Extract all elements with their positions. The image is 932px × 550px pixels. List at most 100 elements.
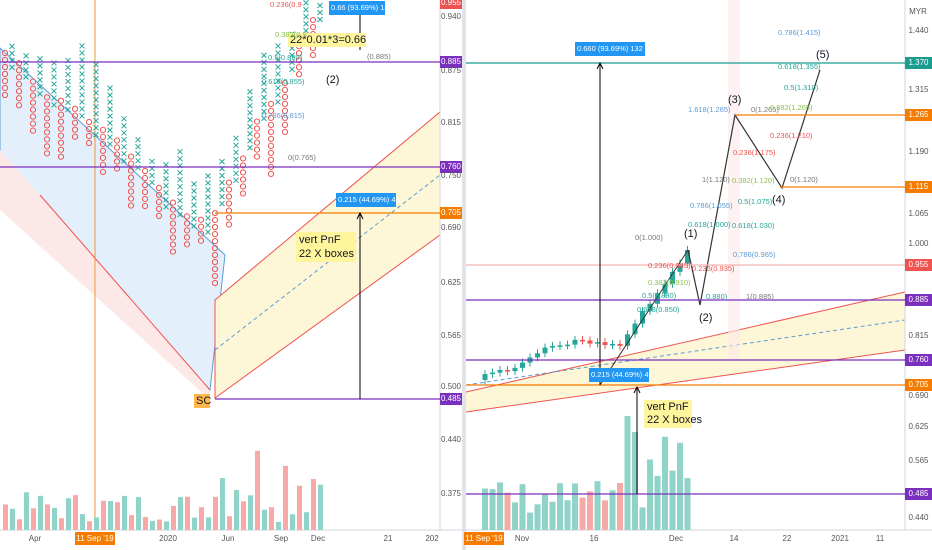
pnf-o: [57, 97, 65, 104]
pnf-o: [127, 188, 135, 195]
pnf-o: [239, 190, 247, 197]
arrow-head: [633, 385, 641, 394]
pnf-x: [51, 67, 57, 73]
pnf-o: [71, 133, 79, 140]
pnf-o: [15, 102, 23, 109]
fib-label: 0.786(0.815): [262, 111, 305, 120]
pnf-x: [191, 181, 197, 187]
pnf-x: [93, 124, 99, 131]
axis-label: 0.955: [441, 0, 462, 7]
volume-bar: [549, 501, 556, 530]
pnf-x: [177, 197, 183, 204]
pnf-o: [211, 216, 219, 224]
fib-label: 0.618(1.355): [778, 62, 821, 71]
pnf-x: [233, 177, 239, 184]
time-label: 22: [783, 534, 792, 543]
arrow-head: [596, 61, 604, 70]
pnf-o: [43, 122, 51, 129]
pnf-x: [51, 60, 57, 66]
axis-label: 0.440: [908, 513, 929, 522]
pnf-o: [15, 67, 23, 74]
pnf-o: [253, 139, 261, 146]
volume-bar: [489, 489, 496, 530]
pnf-o: [295, 57, 303, 64]
pnf-x: [205, 229, 211, 235]
pnf-o: [211, 244, 219, 252]
candle: [595, 342, 600, 344]
pnf-o: [71, 119, 79, 126]
pnf-x: [93, 89, 99, 96]
label-box: [296, 232, 356, 262]
currency: MYR: [909, 7, 927, 16]
pnf-o: [127, 160, 135, 167]
pnf-o: [155, 198, 163, 205]
annotation: (3): [728, 94, 741, 106]
pnf-o: [141, 181, 149, 189]
time-label: 14: [730, 534, 739, 543]
volume-bar: [136, 497, 141, 530]
pnf-o: [155, 205, 163, 212]
volume-bar: [38, 495, 43, 530]
price-tag: [440, 161, 462, 173]
pnf-x: [51, 88, 57, 94]
pnf-x: [107, 106, 113, 112]
pnf-o: [15, 74, 23, 81]
price-tag: [440, 207, 462, 219]
fib-label: 0.5(1.075): [738, 197, 773, 206]
pnf-x: [135, 164, 141, 171]
candle: [670, 271, 675, 284]
volume-bar: [542, 493, 548, 530]
volume-bar: [564, 500, 571, 530]
fib-label: 0.236(0.945): [648, 261, 691, 270]
pnf-o: [29, 92, 37, 99]
label-box: [288, 33, 366, 47]
candle: [490, 372, 495, 375]
pnf-x: [177, 148, 183, 155]
volume-bar: [587, 491, 593, 530]
pnf-x: [107, 92, 113, 98]
volume-bar: [677, 442, 683, 530]
pnf-o: [1, 77, 9, 85]
pnf-x: [261, 80, 267, 87]
annotation: (2): [699, 312, 712, 324]
candle: [617, 343, 623, 346]
volume-bar: [213, 496, 218, 530]
fib-label: 0.236(1.210): [770, 131, 813, 140]
pnf-o: [99, 126, 107, 133]
axis-label: 0.625: [908, 422, 929, 431]
pnf-o: [267, 121, 275, 128]
time-label: 11: [876, 534, 885, 543]
red-channel: [0, 150, 210, 400]
pnf-x: [191, 188, 197, 194]
volume-bar: [17, 519, 22, 530]
pnf-x: [121, 150, 127, 157]
annotation: vert PnF: [299, 234, 341, 246]
pnf-o: [309, 51, 317, 59]
pnf-o: [169, 248, 177, 255]
pnf-o: [15, 88, 23, 95]
pnf-o: [267, 135, 275, 142]
pnf-x: [317, 2, 323, 9]
pnf-o: [85, 132, 93, 140]
volume-bar: [602, 500, 608, 530]
pnf-o: [309, 16, 317, 24]
pnf-o: [43, 150, 51, 157]
pnf-x: [177, 204, 183, 211]
volume-bar: [594, 481, 601, 530]
pnf-x: [219, 200, 225, 207]
pnf-x: [205, 201, 211, 207]
volume-bar: [527, 512, 533, 530]
axis-label: 1.370: [908, 58, 929, 67]
volume-bar: [269, 507, 274, 530]
axis-label: 0.885: [441, 57, 462, 66]
axis-label: 0.955: [908, 260, 929, 269]
pnf-o: [15, 81, 23, 88]
pnf-x: [205, 173, 211, 179]
pnf-x: [233, 163, 239, 170]
annotation: vert PnF: [647, 401, 689, 413]
pnf-x: [149, 179, 155, 186]
pnf-o: [169, 220, 177, 227]
candle: [685, 250, 690, 264]
fib-label: 0(1.120): [790, 175, 818, 184]
pnf-x: [205, 208, 211, 214]
